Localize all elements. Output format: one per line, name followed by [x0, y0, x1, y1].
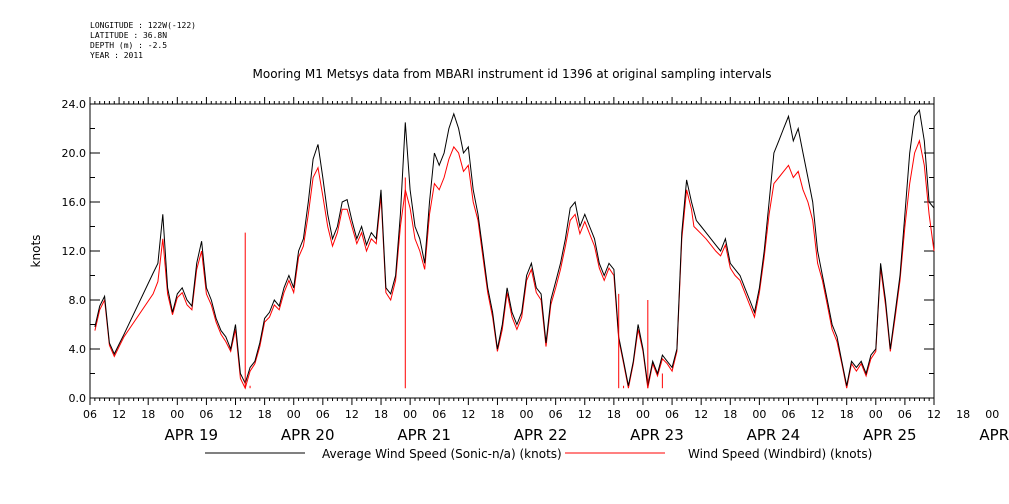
x-tick-label: 12 [927, 408, 941, 421]
series-line-sonic [94, 108, 935, 386]
meta-depth: DEPTH (m) : -2.5 [90, 41, 168, 50]
x-tick-label: 18 [956, 408, 970, 421]
x-day-label: APR 23 [630, 426, 684, 444]
x-day-label: APR 22 [514, 426, 568, 444]
legend-label-sonic: Average Wind Speed (Sonic-n/a) (knots) [322, 447, 562, 461]
x-day-label: APR 20 [281, 426, 335, 444]
chart-title: Mooring M1 Metsys data from MBARI instru… [252, 67, 772, 81]
x-tick-label: 06 [83, 408, 97, 421]
x-tick-label: 18 [258, 408, 272, 421]
x-tick-label: 06 [316, 408, 330, 421]
x-tick-label: 06 [665, 408, 679, 421]
metadata-block: LONGITUDE : 122W(-122) LATITUDE : 36.8N … [90, 21, 196, 61]
x-day-label: APR 19 [165, 426, 219, 444]
x-tick-label: 00 [985, 408, 999, 421]
meta-longitude: LONGITUDE : 122W(-122) [90, 21, 196, 30]
meta-year: YEAR : 2011 [90, 51, 143, 60]
x-tick-label: 06 [781, 408, 795, 421]
y-tick-label: 8.0 [69, 294, 87, 307]
x-tick-label: 12 [694, 408, 708, 421]
x-day-label: APR 24 [747, 426, 801, 444]
x-tick-label: 00 [869, 408, 883, 421]
x-tick-label: 18 [840, 408, 854, 421]
x-tick-label: 12 [112, 408, 126, 421]
x-tick-label: 18 [141, 408, 155, 421]
x-tick-label: 00 [170, 408, 184, 421]
x-axis: 06 12 18 00 06 12 18 00 06 12 18 00 06 12 18 00 06 12 18 00… [83, 97, 1009, 444]
y-axis-label: knots [29, 235, 43, 268]
y-tick-label: 4.0 [69, 343, 87, 356]
x-tick-label: 12 [461, 408, 475, 421]
y-tick-label: 24.0 [62, 98, 87, 111]
x-tick-label: 00 [636, 408, 650, 421]
x-tick-label: 12 [345, 408, 359, 421]
y-tick-label: 12.0 [62, 245, 87, 258]
series-line-windbird [94, 139, 935, 390]
x-tick-label: 00 [403, 408, 417, 421]
y-axis: 0.0 4.0 8.0 12.0 16.0 20.0 24.0 [62, 98, 934, 405]
x-tick-label: 00 [752, 408, 766, 421]
legend-label-windbird: Wind Speed (Windbird) (knots) [688, 447, 872, 461]
x-tick-label: 18 [490, 408, 504, 421]
x-tick-label: 18 [607, 408, 621, 421]
x-tick-label: 06 [432, 408, 446, 421]
plot-frame [89, 103, 935, 399]
x-tick-label: 00 [520, 408, 534, 421]
x-day-label: APR 26 [979, 426, 1009, 444]
x-tick-label: 06 [549, 408, 563, 421]
legend: Average Wind Speed (Sonic-n/a) (knots) W… [205, 447, 872, 461]
x-tick-label: 00 [287, 408, 301, 421]
x-tick-label: 12 [578, 408, 592, 421]
y-tick-label: 16.0 [62, 196, 87, 209]
x-tick-label: 06 [898, 408, 912, 421]
x-tick-label: 18 [374, 408, 388, 421]
x-day-label: APR 25 [863, 426, 917, 444]
x-tick-label: 12 [811, 408, 825, 421]
meta-latitude: LATITUDE : 36.8N [90, 31, 168, 40]
x-day-label: APR 21 [397, 426, 451, 444]
y-tick-label: 20.0 [62, 147, 87, 160]
y-tick-label: 0.0 [69, 392, 87, 405]
x-tick-label: 12 [229, 408, 243, 421]
x-tick-label: 18 [723, 408, 737, 421]
x-tick-label: 06 [199, 408, 213, 421]
series-lines [94, 108, 935, 390]
